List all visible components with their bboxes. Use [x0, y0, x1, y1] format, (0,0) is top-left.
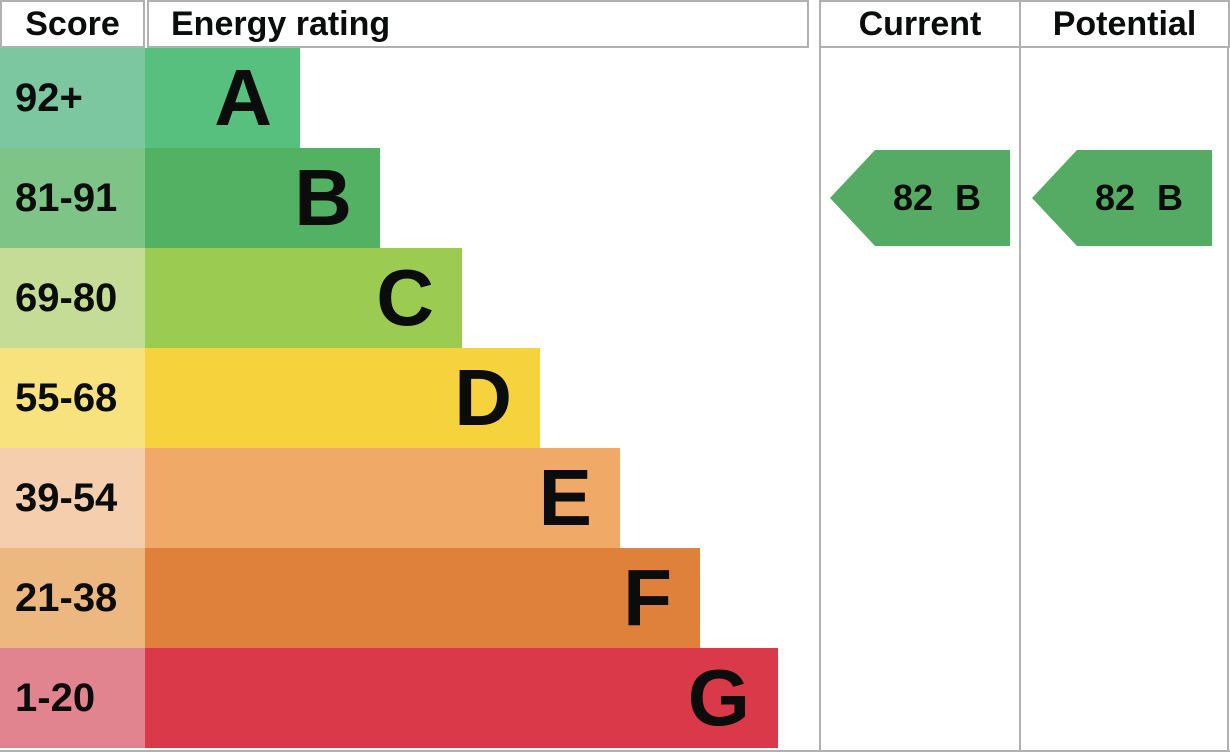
band-bar-c: C	[145, 248, 462, 348]
column-divider-energy-current	[819, 0, 821, 750]
band-bar-b: B	[145, 148, 380, 248]
score-cell-g: 1-20	[0, 648, 145, 748]
score-range-label: 1-20	[15, 676, 96, 720]
band-bar-e: E	[145, 448, 620, 548]
chart-right-border	[1227, 0, 1229, 750]
potential-rating-arrow: 82 B	[1032, 150, 1212, 246]
score-cell-c: 69-80	[0, 248, 145, 348]
column-divider-current-potential	[1019, 0, 1021, 750]
band-row-d: 55-68 D	[0, 348, 819, 448]
band-bar-d: D	[145, 348, 540, 448]
score-range-label: 92+	[15, 76, 83, 120]
band-letter-a: A	[214, 53, 272, 142]
score-cell-d: 55-68	[0, 348, 145, 448]
band-letter-c: C	[376, 253, 434, 342]
score-cell-f: 21-38	[0, 548, 145, 648]
header-current: Current	[819, 0, 1021, 48]
band-row-a: 92+ A	[0, 48, 819, 148]
score-range-label: 55-68	[15, 376, 118, 420]
band-row-e: 39-54 E	[0, 448, 819, 548]
band-letter-g: G	[687, 653, 750, 742]
header-score: Score	[0, 0, 145, 48]
band-bar-g: G	[145, 648, 778, 748]
band-letter-b: B	[294, 153, 352, 242]
current-rating-arrow: 82 B	[830, 150, 1010, 246]
band-letter-f: F	[623, 553, 672, 642]
score-range-label: 39-54	[15, 476, 118, 520]
score-cell-e: 39-54	[0, 448, 145, 548]
score-range-label: 81-91	[15, 176, 118, 220]
score-range-label: 21-38	[15, 576, 118, 620]
band-bar-a: A	[145, 48, 300, 148]
band-row-b: 81-91 B	[0, 148, 819, 248]
band-letter-e: E	[538, 453, 592, 542]
header-energy-rating: Energy rating	[147, 0, 809, 48]
header-potential: Potential	[1019, 0, 1230, 48]
chart-bottom-border	[0, 750, 1230, 752]
score-cell-a: 92+	[0, 48, 145, 148]
score-cell-b: 81-91	[0, 148, 145, 248]
current-rating-label: 82 B	[892, 177, 982, 218]
band-bar-f: F	[145, 548, 700, 648]
score-range-label: 69-80	[15, 276, 118, 320]
band-letter-d: D	[454, 353, 512, 442]
potential-rating-label: 82 B	[1094, 177, 1184, 218]
band-row-g: 1-20 G	[0, 648, 819, 748]
band-row-f: 21-38 F	[0, 548, 819, 648]
band-row-c: 69-80 C	[0, 248, 819, 348]
